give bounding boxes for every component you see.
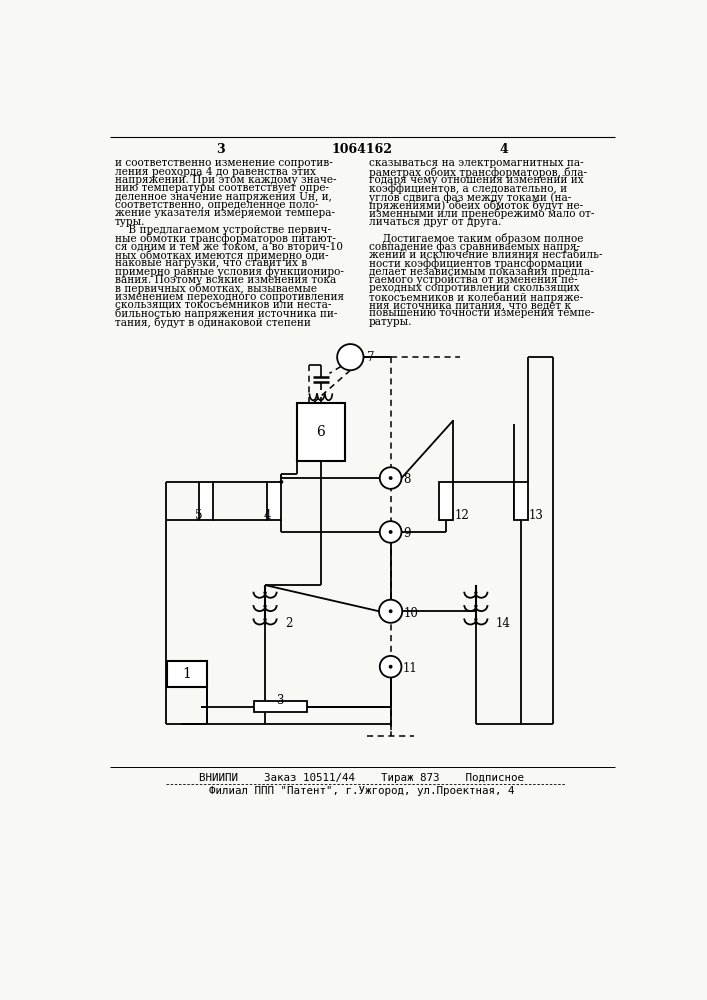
Text: нию температуры соответствует опре-: нию температуры соответствует опре- — [115, 183, 329, 193]
Text: коэффициентов, а следовательно, и: коэффициентов, а следовательно, и — [369, 183, 567, 194]
Text: 9: 9 — [403, 527, 411, 540]
Text: реходных сопротивлений скользящих: реходных сопротивлений скользящих — [369, 283, 580, 293]
Text: 4: 4 — [499, 143, 508, 156]
Text: жение указателя измеряемой темпера-: жение указателя измеряемой темпера- — [115, 208, 334, 218]
Text: 14: 14 — [496, 617, 511, 630]
Text: в первичных обмотках, вызываемые: в первичных обмотках, вызываемые — [115, 283, 317, 294]
Text: деленное значение напряжения Uн, и,: деленное значение напряжения Uн, и, — [115, 192, 332, 202]
Text: ные обмотки трансформаторов питают-: ные обмотки трансформаторов питают- — [115, 233, 336, 244]
Text: ления реохорда 4 до равенства этих: ления реохорда 4 до равенства этих — [115, 167, 315, 177]
Text: ратуры.: ратуры. — [369, 317, 412, 327]
Text: 13: 13 — [529, 509, 544, 522]
Text: 8: 8 — [403, 473, 410, 486]
Text: 3: 3 — [276, 694, 284, 707]
Text: изменными или пренебрежимо мало от-: изменными или пренебрежимо мало от- — [369, 208, 595, 219]
Text: бильностью напряжения источника пи-: бильностью напряжения источника пи- — [115, 308, 337, 319]
Text: совпадение фаз сравниваемых напря-: совпадение фаз сравниваемых напря- — [369, 242, 580, 252]
Text: примерно равные условия функциониро-: примерно равные условия функциониро- — [115, 267, 344, 277]
Text: личаться друг от друга.: личаться друг от друга. — [369, 217, 501, 227]
Circle shape — [380, 467, 402, 489]
Text: 7: 7 — [368, 351, 375, 364]
Text: скользящих токосъемников или неста-: скользящих токосъемников или неста- — [115, 300, 331, 310]
Text: 11: 11 — [403, 662, 418, 675]
Text: изменением переходного сопротивления: изменением переходного сопротивления — [115, 292, 344, 302]
Bar — [297, 403, 345, 461]
Text: Филиал ППП "Патент", г.Ужгород, ул.Проектная, 4: Филиал ППП "Патент", г.Ужгород, ул.Проек… — [209, 786, 515, 796]
Text: раметрах обоих трансформаторов, бла-: раметрах обоих трансформаторов, бла- — [369, 167, 587, 178]
Text: вания. Поэтому всякие изменения тока: вания. Поэтому всякие изменения тока — [115, 275, 336, 285]
Text: ВНИИПИ    Заказ 10511/44    Тираж 873    Подписное: ВНИИПИ Заказ 10511/44 Тираж 873 Подписно… — [199, 773, 525, 783]
Text: токосъемников и колебаний напряже-: токосъемников и колебаний напряже- — [369, 292, 583, 303]
Text: В предлагаемом устройстве первич-: В предлагаемом устройстве первич- — [115, 225, 331, 235]
Circle shape — [379, 600, 402, 623]
Bar — [167, 661, 207, 687]
Bar — [267, 482, 281, 520]
Circle shape — [389, 530, 392, 534]
Text: делает независимым показания предла-: делает независимым показания предла- — [369, 267, 594, 277]
Bar — [440, 482, 453, 520]
Circle shape — [380, 521, 402, 543]
Circle shape — [389, 476, 392, 480]
Text: ных обмотках имеются примерно оди-: ных обмотках имеются примерно оди- — [115, 250, 328, 261]
Circle shape — [337, 344, 363, 370]
Text: 3: 3 — [216, 143, 224, 156]
Text: 10: 10 — [404, 607, 419, 620]
Text: повышению точности измерения темпе-: повышению точности измерения темпе- — [369, 308, 594, 318]
Text: углов сдвига фаз между токами (на-: углов сдвига фаз между токами (на- — [369, 192, 571, 203]
Text: сказываться на электромагнитных па-: сказываться на электромагнитных па- — [369, 158, 583, 168]
Text: ся одним и тем же током, а во вторич-10: ся одним и тем же током, а во вторич-10 — [115, 242, 343, 252]
Text: Достигаемое таким образом полное: Достигаемое таким образом полное — [369, 233, 583, 244]
Text: соответственно, определенное поло-: соответственно, определенное поло- — [115, 200, 318, 210]
Text: 4: 4 — [264, 509, 271, 522]
Text: гаемого устройства от изменения пе-: гаемого устройства от изменения пе- — [369, 275, 578, 285]
Text: 2: 2 — [285, 617, 293, 630]
Text: пряжениями) обеих обмоток будут не-: пряжениями) обеих обмоток будут не- — [369, 200, 583, 211]
Circle shape — [380, 656, 402, 677]
Circle shape — [389, 665, 392, 669]
Text: 1: 1 — [182, 667, 191, 681]
Circle shape — [279, 480, 284, 484]
Text: напряжений. При этом каждому значе-: напряжений. При этом каждому значе- — [115, 175, 337, 185]
Text: 5: 5 — [195, 509, 203, 522]
Text: туры.: туры. — [115, 217, 145, 227]
Text: 1064162: 1064162 — [332, 143, 392, 156]
Text: и соответственно изменение сопротив-: и соответственно изменение сопротив- — [115, 158, 332, 168]
Text: жений и исключение влияния нестабиль-: жений и исключение влияния нестабиль- — [369, 250, 602, 260]
Text: тания, будут в одинаковой степени: тания, будут в одинаковой степени — [115, 317, 310, 328]
Text: 6: 6 — [317, 425, 325, 439]
Bar — [199, 482, 213, 520]
Text: наковые нагрузки, что ставит их в: наковые нагрузки, что ставит их в — [115, 258, 307, 268]
Text: годаря чему отношения изменений их: годаря чему отношения изменений их — [369, 175, 583, 185]
Bar — [514, 482, 528, 520]
Bar — [255, 701, 307, 712]
Text: 12: 12 — [454, 509, 469, 522]
Text: ния источника питания, что ведет к: ния источника питания, что ведет к — [369, 300, 571, 310]
Circle shape — [389, 609, 392, 613]
Text: ности коэффициентов трансформации: ности коэффициентов трансформации — [369, 258, 583, 269]
